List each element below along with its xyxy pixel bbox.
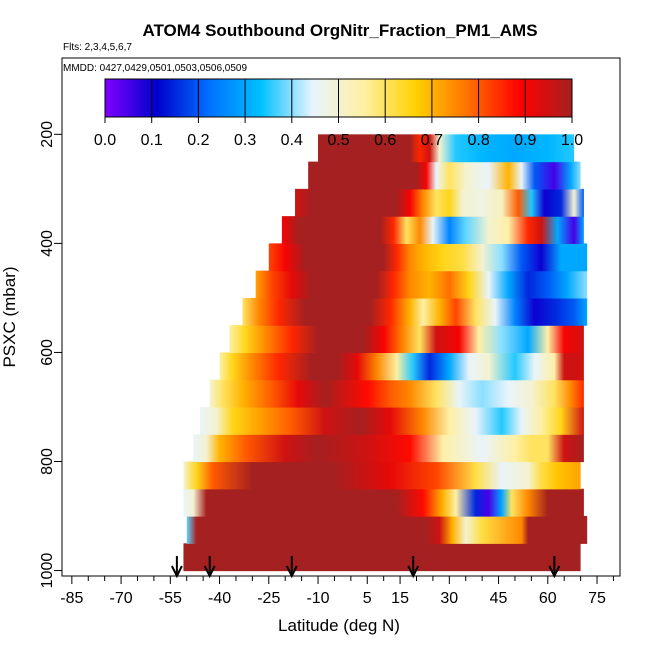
x-tick-label-15: 15 <box>391 590 409 607</box>
colorbar-tick-label-1: 0.1 <box>141 132 163 149</box>
x-axis-label: Latitude (deg N) <box>278 616 400 635</box>
heatmap-row-825mbar <box>183 461 581 490</box>
y-tick-label-400: 400 <box>39 230 56 257</box>
colorbar-tick-label-min: 0.0 <box>94 132 116 149</box>
flight-arrow--18 <box>285 556 298 579</box>
heatmap-row-325mbar <box>295 188 584 217</box>
x-tick-label--10: -10 <box>306 590 329 607</box>
chart-title: ATOM4 Southbound OrgNitr_Fraction_PM1_AM… <box>142 21 537 40</box>
heatmap-row-575mbar <box>229 325 584 354</box>
colorbar-tick-label-9: 0.9 <box>514 132 536 149</box>
x-tick-label--85: -85 <box>60 590 83 607</box>
flight-arrow-19 <box>407 556 420 579</box>
heatmap-row-525mbar <box>242 297 588 326</box>
x-tick-label--70: -70 <box>110 590 133 607</box>
flight-arrow--53 <box>170 556 183 579</box>
heatmap-row-225mbar <box>318 134 575 163</box>
y-axis: 200 400 600 800 1000 <box>39 121 62 588</box>
flight-arrows <box>170 556 561 579</box>
heatmap-row-625mbar <box>219 352 584 381</box>
heatmap-row-775mbar <box>193 434 584 463</box>
x-tick-label-5: 5 <box>363 590 372 607</box>
colorbar-tick-label-6: 0.6 <box>374 132 396 149</box>
y-axis-label: PSXC (mbar) <box>0 266 19 367</box>
colorbar-tick-label-8: 0.8 <box>467 132 489 149</box>
heatmap-layer <box>183 134 588 572</box>
heatmap-row-975mbar <box>183 543 581 572</box>
flights-note: Flts: 2,3,4,5,6,7 <box>63 42 132 53</box>
y-tick-label-1000: 1000 <box>39 553 56 589</box>
heatmap-row-725mbar <box>199 406 584 435</box>
heatmap-row-275mbar <box>308 161 581 190</box>
x-tick-label--25: -25 <box>257 590 280 607</box>
plot-frame <box>61 57 621 577</box>
y-tick-label-200: 200 <box>39 121 56 148</box>
x-tick-label--55: -55 <box>159 590 182 607</box>
colorbar-tick-label-5: 0.5 <box>327 132 349 149</box>
heatmap-row-375mbar <box>281 216 584 244</box>
heatmap-row-475mbar <box>255 270 588 299</box>
x-tick-label-75: 75 <box>588 590 606 607</box>
x-axis: -85 -70 -55 -40 -25 -10 5 15 30 45 60 75 <box>60 576 614 607</box>
heatmap-row-675mbar <box>209 379 584 408</box>
heatmap-row-925mbar <box>186 516 588 544</box>
x-tick-label-45: 45 <box>490 590 508 607</box>
y-tick-label-600: 600 <box>39 339 56 366</box>
colorbar-ticks: 0.0 0.1 0.2 0.3 0.4 0.5 0.6 0.7 0.8 0.9 1.0 <box>94 79 583 149</box>
flight-arrow--43 <box>203 556 216 579</box>
colorbar-tick-label-max: 1.0 <box>561 132 583 149</box>
dates-note: MMDD: 0427,0429,0501,0503,0506,0509 <box>63 63 247 74</box>
colorbar-tick-label-7: 0.7 <box>421 132 443 149</box>
x-tick-label-30: 30 <box>440 590 458 607</box>
colorbar-tick-label-2: 0.2 <box>187 132 209 149</box>
heatmap-row-425mbar <box>268 243 588 272</box>
colorbar: 0.0 0.1 0.2 0.3 0.4 0.5 0.6 0.7 0.8 0.9 1.0 <box>94 78 583 149</box>
colorbar-tick-label-3: 0.3 <box>234 132 256 149</box>
x-tick-label--40: -40 <box>208 590 231 607</box>
x-tick-label-60: 60 <box>539 590 557 607</box>
heatmap-row-875mbar <box>183 488 584 517</box>
colorbar-tick-label-4: 0.4 <box>281 132 303 149</box>
y-tick-label-800: 800 <box>39 448 56 475</box>
flight-arrow-62 <box>548 556 561 579</box>
